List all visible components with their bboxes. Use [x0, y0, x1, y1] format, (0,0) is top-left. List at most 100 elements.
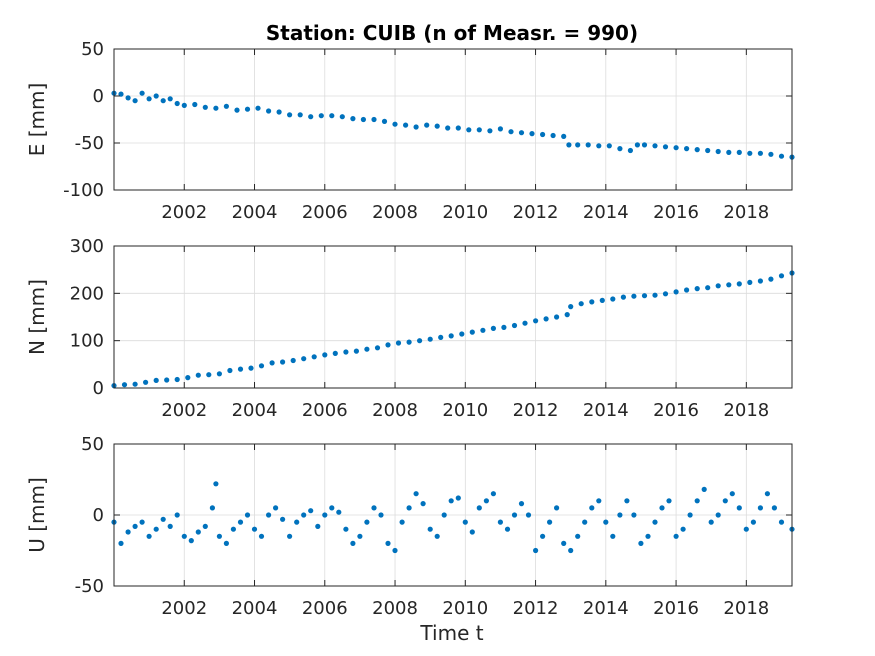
data-point-east: [424, 122, 430, 128]
x-tick-label: 2016: [653, 598, 699, 619]
data-point-north: [322, 352, 328, 358]
data-point-east: [413, 124, 419, 130]
axes-frame-east: [113, 48, 793, 191]
data-point-north: [343, 349, 349, 355]
x-tick-label: 2002: [161, 202, 207, 223]
data-point-east: [202, 104, 208, 110]
data-point-east: [466, 127, 472, 133]
data-point-east: [641, 142, 648, 148]
data-point-east: [768, 151, 774, 157]
data-point-north: [522, 320, 528, 326]
data-point-north: [427, 336, 433, 342]
data-point-east: [234, 107, 240, 113]
data-point-up: [652, 519, 658, 525]
data-point-east: [606, 143, 612, 149]
data-point-east: [318, 113, 324, 119]
data-point-east: [757, 150, 764, 156]
data-point-up: [561, 540, 567, 547]
data-point-east: [778, 153, 785, 159]
data-point-up: [287, 533, 293, 539]
data-point-north: [757, 278, 764, 284]
data-point-up: [244, 512, 251, 518]
data-point-up: [764, 491, 771, 497]
data-point-up: [399, 519, 405, 525]
data-point-north: [736, 281, 742, 287]
data-point-up: [729, 491, 735, 497]
data-point-up: [251, 526, 258, 532]
data-point-up: [146, 533, 152, 539]
y-tick-label: -50: [75, 576, 104, 597]
data-point-north: [684, 287, 690, 293]
data-point-north: [511, 322, 518, 329]
data-point-east: [561, 133, 567, 139]
data-point-up: [343, 526, 349, 532]
data-point-east: [445, 125, 451, 131]
y-tick-label: 300: [70, 236, 104, 257]
x-tick-label: 2002: [161, 598, 207, 619]
x-tick-label: 2018: [723, 598, 769, 619]
data-point-north: [480, 327, 486, 333]
x-tick-label: 2006: [302, 400, 348, 421]
data-point-east: [392, 121, 398, 127]
data-point-east: [160, 98, 166, 104]
data-point-up: [160, 516, 166, 522]
data-point-up: [631, 512, 637, 518]
x-tick-label: 2006: [302, 202, 348, 223]
data-point-up: [575, 533, 581, 539]
data-point-east: [487, 128, 493, 134]
plot-area-north: [114, 246, 792, 388]
data-point-up: [118, 540, 124, 547]
data-point-east: [736, 149, 742, 155]
figure-title: Station: CUIB (n of Measr. = 990): [266, 21, 638, 45]
data-point-up: [132, 523, 138, 530]
y-tick-label: 0: [93, 505, 104, 526]
data-point-up: [125, 529, 131, 535]
data-point-east: [223, 103, 229, 109]
data-point-up: [483, 498, 489, 504]
data-point-east: [585, 142, 591, 148]
data-point-up: [525, 512, 532, 518]
x-tick-label: 2008: [372, 202, 418, 223]
data-point-north: [715, 283, 721, 289]
data-point-north: [610, 296, 616, 302]
x-tick-label: 2014: [583, 400, 629, 421]
data-point-east: [715, 148, 721, 155]
data-point-north: [174, 376, 180, 383]
y-axis-label-north: N [mm]: [25, 279, 49, 355]
data-point-up: [476, 505, 482, 511]
data-point-east: [266, 108, 272, 114]
axes-frame-north: [113, 245, 793, 389]
data-point-east: [747, 150, 753, 156]
x-tick-label: 2004: [232, 400, 278, 421]
data-point-up: [715, 512, 721, 518]
data-point-north: [501, 324, 507, 330]
data-point-east: [167, 96, 173, 102]
data-point-north: [269, 360, 275, 366]
data-point-east: [596, 143, 602, 149]
data-point-north: [438, 334, 444, 340]
data-point-up: [420, 501, 426, 507]
data-point-east: [497, 126, 503, 132]
data-point-north: [564, 312, 570, 318]
data-point-up: [490, 491, 496, 497]
data-point-up: [582, 519, 588, 525]
data-point-north: [620, 294, 627, 300]
data-point-up: [610, 533, 616, 539]
data-point-north: [364, 346, 370, 352]
data-point-north: [143, 379, 149, 385]
data-point-up: [230, 526, 236, 532]
data-point-up: [448, 498, 454, 504]
data-point-up: [638, 540, 644, 547]
data-point-north: [353, 348, 359, 354]
data-point-up: [771, 505, 778, 511]
data-point-east: [662, 144, 669, 150]
data-point-east: [132, 98, 138, 104]
data-point-north: [631, 293, 637, 299]
data-point-up: [413, 491, 419, 497]
y-tick-label: -100: [63, 180, 104, 201]
y-tick-label: 50: [81, 39, 104, 60]
data-point-up: [540, 533, 546, 539]
data-point-east: [540, 131, 546, 138]
data-point-east: [146, 96, 152, 102]
data-point-east: [617, 146, 623, 152]
